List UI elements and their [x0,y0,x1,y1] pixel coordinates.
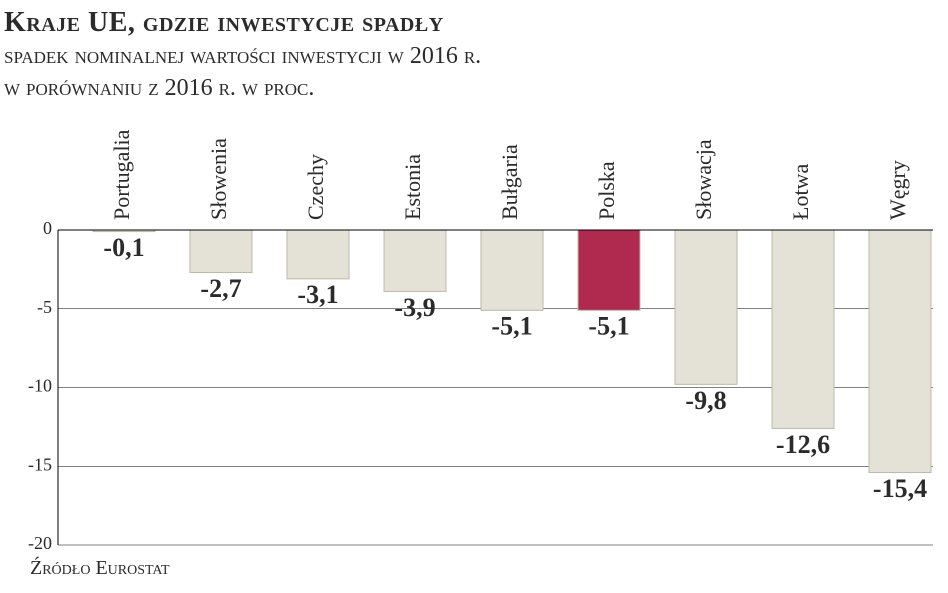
value-label: -3,9 [394,293,435,322]
value-label: -9,8 [685,386,726,415]
value-label: -15,4 [873,474,927,503]
value-label: -0,1 [103,233,144,262]
value-label: -3,1 [297,280,338,309]
chart-title: Kraje UE, gdzie inwestycje spadły [4,8,948,39]
bar [287,230,349,279]
bar-chart: 0 -5 -10 -15 -20 Portugalia -0,1 Słowenia -2,7 Cz… [8,115,938,555]
bar [578,230,640,310]
bar [869,230,931,473]
value-label: -5,1 [491,312,532,341]
category-label: Słowenia [206,138,231,220]
bar [481,230,543,310]
category-label: Bułgaria [497,144,522,220]
value-label: -5,1 [588,312,629,341]
category-label: Estonia [400,154,425,220]
y-tick-label: -20 [28,533,52,553]
chart-container: 0 -5 -10 -15 -20 Portugalia -0,1 Słowenia -2,7 Cz… [8,115,940,555]
y-tick-label: -15 [28,454,52,474]
chart-heading: Kraje UE, gdzie inwestycje spadły spadek… [0,0,948,103]
bar [384,230,446,291]
chart-subtitle-line1: spadek nominalnej wartości inwestycji w … [4,41,948,71]
bar [772,230,834,428]
chart-source: Źródło Eurostat [0,557,948,580]
value-label: -12,6 [776,430,830,459]
category-label: Łotwa [788,163,813,219]
bar [190,230,252,273]
category-label: Polska [594,161,619,220]
category-label: Słowacja [691,139,716,220]
category-label: Węgry [885,160,910,220]
y-tick-label: -10 [28,375,52,395]
value-label: -2,7 [200,274,241,303]
category-label: Portugalia [109,129,134,220]
category-label: Czechy [303,154,328,220]
y-tick-label: 0 [43,218,52,238]
chart-subtitle-line2: w porównaniu z 2016 r. w proc. [4,73,948,103]
y-tick-label: -5 [37,297,52,317]
bar [675,230,737,384]
